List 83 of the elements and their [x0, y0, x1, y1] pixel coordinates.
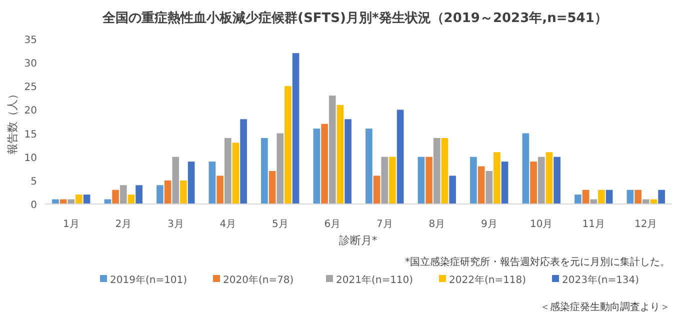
x-tick-label: 8月	[428, 219, 446, 230]
bar	[156, 185, 164, 204]
bar	[582, 190, 590, 204]
bar	[598, 190, 605, 204]
x-tick-label: 2月	[115, 219, 132, 230]
x-tick-label: 5月	[272, 219, 288, 230]
bar	[128, 194, 135, 204]
bar	[441, 138, 448, 204]
bar	[426, 156, 432, 204]
legend-label: 2022年(n=118)	[449, 274, 526, 286]
x-tick-label: 4月	[220, 219, 236, 230]
y-tick-label: 35	[24, 35, 37, 46]
bar	[522, 133, 530, 204]
x-tick-label: 11月	[582, 219, 605, 230]
bar	[396, 110, 404, 204]
bar	[634, 190, 642, 204]
bar	[538, 156, 545, 204]
bar	[164, 180, 172, 204]
y-axis-title: 報告数（人）	[6, 88, 19, 154]
bar	[366, 128, 372, 204]
bar	[188, 162, 195, 204]
bar	[418, 156, 425, 204]
legend-label: 2019年(n=101)	[110, 274, 188, 286]
bar	[574, 194, 582, 204]
bar	[478, 166, 485, 204]
bar	[321, 124, 328, 204]
bar	[470, 156, 477, 204]
bar	[76, 194, 82, 204]
bar	[180, 180, 187, 204]
bar	[501, 162, 508, 204]
legend-label: 2020年(n=78)	[223, 274, 294, 286]
text: *国立感染症研究所・報告週対応表を元に月別に集計した。	[405, 256, 670, 268]
text: ＜感染症発生動向調査より＞	[540, 301, 670, 313]
bar	[530, 162, 537, 204]
x-tick-label: 1月	[62, 219, 80, 230]
bar	[606, 190, 613, 204]
bar	[389, 156, 396, 204]
legend-label: 2021年(n=110)	[336, 274, 414, 286]
bar	[486, 171, 493, 204]
bar	[261, 138, 268, 204]
y-tick-label: 5	[30, 176, 37, 188]
x-axis-title: 診断月*	[338, 234, 378, 247]
bar	[494, 152, 500, 204]
bar	[328, 96, 336, 204]
x-tick-label: 7月	[376, 219, 393, 230]
bar	[373, 176, 380, 204]
bar	[208, 162, 216, 204]
bar	[224, 138, 232, 204]
bar	[240, 119, 247, 204]
bar	[120, 185, 127, 204]
bar	[136, 185, 142, 204]
bar	[433, 138, 440, 204]
bar	[313, 128, 320, 204]
bar	[292, 53, 300, 204]
bar	[658, 190, 665, 204]
bar	[449, 176, 456, 204]
bar	[216, 176, 224, 204]
bar	[284, 86, 292, 204]
bar	[554, 156, 560, 204]
bar	[276, 133, 284, 204]
bar	[172, 156, 180, 204]
bar	[626, 190, 634, 204]
y-tick-label: 30	[24, 58, 37, 70]
bar	[344, 119, 352, 204]
y-tick-label: 10	[24, 152, 37, 164]
x-tick-label: 10月	[530, 219, 553, 230]
x-tick-label: 9月	[480, 219, 498, 230]
bar	[336, 105, 344, 204]
y-tick-label: 20	[24, 106, 37, 117]
bar	[268, 171, 276, 204]
y-tick-label: 25	[24, 82, 37, 94]
x-tick-label: 3月	[167, 219, 184, 230]
y-tick-label: 0	[30, 200, 37, 211]
legend-label: 2023年(n=134)	[562, 274, 640, 286]
x-tick-label: 12月	[634, 219, 658, 230]
bar	[546, 152, 553, 204]
bar	[381, 156, 388, 204]
chart-title: 全国の重症熱性血小板減少症候群(SFTS)月別*発生状況（2019～2023年,n=541）	[102, 10, 608, 26]
y-tick-label: 15	[24, 129, 37, 140]
bar	[232, 142, 240, 204]
bar	[112, 190, 119, 204]
bar	[83, 194, 90, 204]
x-tick-label: 6月	[324, 219, 341, 230]
